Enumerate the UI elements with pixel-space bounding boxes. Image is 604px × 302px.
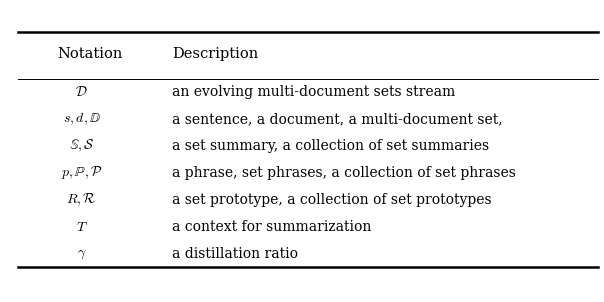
Text: Description: Description [172,47,259,61]
Text: Notation: Notation [57,47,123,61]
Text: a set summary, a collection of set summaries: a set summary, a collection of set summa… [172,139,489,153]
Text: a distillation ratio: a distillation ratio [172,247,298,261]
Text: $R, \mathcal{R}$: $R, \mathcal{R}$ [66,192,97,208]
Text: $T$: $T$ [76,220,88,234]
Text: $\mathcal{D}$: $\mathcal{D}$ [76,85,88,99]
Text: an evolving multi-document sets stream: an evolving multi-document sets stream [172,85,455,99]
Text: $\mathbb{S}, \mathcal{S}$: $\mathbb{S}, \mathcal{S}$ [69,138,94,154]
Text: a set prototype, a collection of set prototypes: a set prototype, a collection of set pro… [172,193,492,207]
Text: a sentence, a document, a multi-document set,: a sentence, a document, a multi-document… [172,112,503,126]
Text: $p, \mathbb{P}, \mathcal{P}$: $p, \mathbb{P}, \mathcal{P}$ [60,164,103,182]
Text: $s, d, \mathbb{D}$: $s, d, \mathbb{D}$ [63,111,100,127]
Text: a phrase, set phrases, a collection of set phrases: a phrase, set phrases, a collection of s… [172,166,516,180]
Text: a context for summarization: a context for summarization [172,220,371,234]
Text: $\gamma$: $\gamma$ [77,247,86,261]
